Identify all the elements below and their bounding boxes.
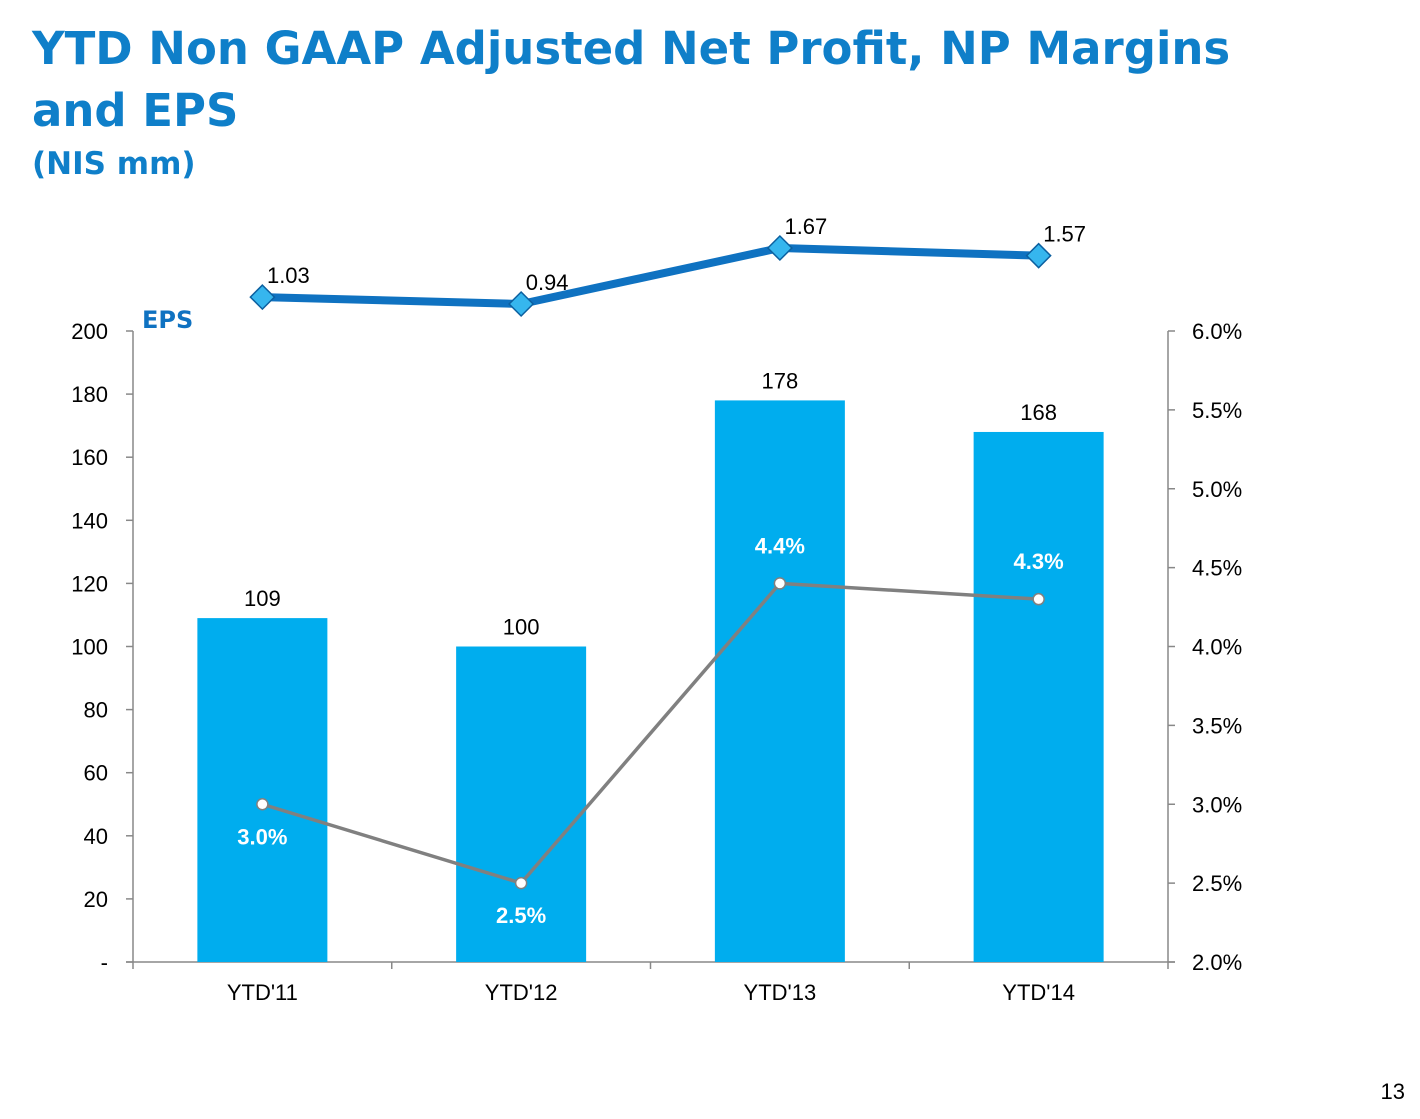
right-axis: 2.0% 2.5% 3.0% 3.5% 4.0% 4.5% 5.0% 5.5% 6.0% [1167,319,1242,975]
left-axis-tick-label: 60 [84,761,108,786]
page-title: YTD Non GAAP Adjusted Net Profit, NP Mar… [32,22,1231,137]
x-axis-tick-label: YTD'13 [744,980,817,1005]
margin-value-label: 4.4% [755,533,805,558]
left-axis-tick-label: 120 [71,571,108,596]
eps-line [262,244,1039,308]
margin-value-label: 3.0% [237,824,287,849]
right-axis-tick-label: 5.0% [1192,477,1242,502]
margin-series: 3.0% 2.5% 4.4% 4.3% [237,533,1063,928]
left-axis-tick-label: 180 [71,382,108,407]
x-axis-tick-label: YTD'12 [485,980,558,1005]
bar-value-label: 100 [503,615,540,640]
eps-value-label: 1.57 [1043,222,1086,247]
left-axis: - 20 40 60 80 100 120 140 160 180 200 [71,319,134,975]
eps-series: 1.03 0.94 1.67 1.57 EPS [142,214,1086,334]
eps-point [766,234,793,262]
x-axis: YTD'11 YTD'12 YTD'13 YTD'14 [126,961,1175,1005]
bar [973,431,1104,963]
bar [197,618,328,962]
right-axis-tick-label: 5.5% [1192,398,1242,423]
page-subtitle: (NIS mm) [32,146,196,182]
margin-point [773,577,787,590]
eps-value-label: 0.94 [526,270,569,295]
left-axis-tick-label: 200 [71,319,108,344]
right-axis-tick-label: 4.5% [1192,556,1242,581]
eps-point [508,290,535,318]
right-axis-tick-label: 2.0% [1192,950,1242,975]
left-axis-tick-label: 100 [71,635,108,660]
right-axis-tick-label: 6.0% [1192,319,1242,344]
margin-point [1032,592,1045,606]
left-axis-tick-label: 160 [71,445,108,470]
margin-point [514,876,528,890]
x-axis-tick-label: YTD'14 [1002,980,1075,1005]
left-axis-tick-label: 20 [84,887,108,912]
bar [714,400,845,962]
margin-value-label: 4.3% [1014,549,1064,574]
eps-point [249,284,276,311]
eps-point [1025,242,1052,269]
bar-value-label: 178 [762,368,799,393]
left-axis-tick-label: - [101,950,108,975]
eps-series-label: EPS [142,306,193,334]
eps-value-label: 1.67 [784,214,827,239]
right-axis-tick-label: 3.0% [1192,792,1242,817]
right-axis-tick-label: 2.5% [1192,871,1242,896]
bar-value-label: 168 [1020,400,1057,425]
eps-value-label: 1.03 [267,263,310,288]
bar [456,646,587,962]
left-axis-tick-label: 80 [84,698,108,723]
margin-point [256,798,269,811]
right-axis-tick-label: 4.0% [1192,635,1242,660]
bar-value-labels: 109 100 178 168 [244,368,1057,639]
left-axis-tick-label: 140 [71,508,108,533]
margin-value-label: 2.5% [496,903,546,928]
right-axis-tick-label: 3.5% [1192,713,1242,738]
x-axis-tick-label: YTD'11 [227,980,298,1005]
bar-value-label: 109 [244,586,281,611]
left-axis-tick-label: 40 [84,824,108,849]
bar-series [197,400,1104,963]
page-number: 13 [1380,1079,1405,1104]
margin-line [261,581,1039,885]
